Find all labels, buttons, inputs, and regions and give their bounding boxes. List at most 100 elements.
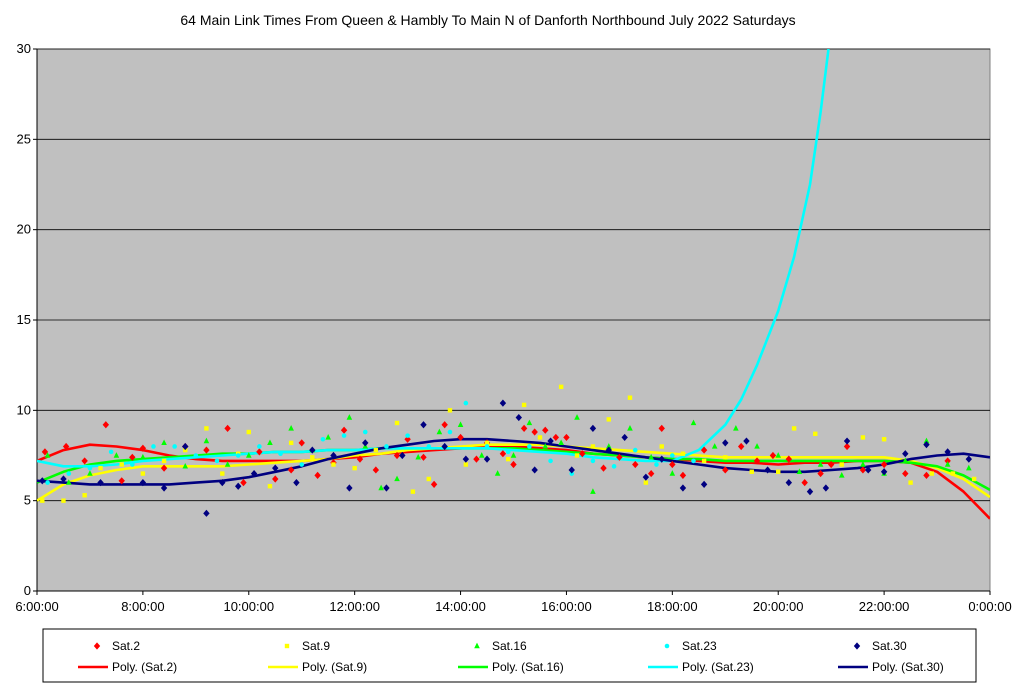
data-point (632, 460, 639, 469)
data-point (966, 464, 972, 471)
data-point (923, 437, 930, 444)
x-tick-label: 8:00:00 (121, 599, 164, 614)
data-point (494, 470, 501, 476)
data-point (621, 433, 628, 442)
data-point (605, 446, 612, 454)
data-point (240, 479, 247, 487)
data-point (436, 428, 443, 435)
data-point (813, 431, 818, 437)
data-point (393, 451, 401, 460)
data-point (827, 460, 835, 469)
data-point (749, 469, 754, 474)
data-point (590, 458, 596, 464)
data-point (378, 484, 384, 491)
data-point (606, 443, 612, 449)
data-point (483, 455, 491, 463)
data-point (219, 479, 226, 487)
data-point (82, 493, 87, 498)
data-point (817, 469, 824, 478)
data-point (97, 479, 104, 487)
data-point (267, 484, 273, 489)
data-point (843, 437, 851, 445)
x-tick-label: 18:00:00 (647, 599, 698, 614)
data-point (383, 484, 390, 492)
data-point (648, 453, 654, 460)
data-point (245, 452, 252, 458)
legend-label: Sat.30 (872, 639, 907, 653)
data-point (426, 444, 432, 449)
data-point (723, 455, 728, 460)
data-point (478, 452, 485, 458)
legend-label: Sat.9 (302, 639, 330, 653)
data-point (531, 466, 538, 474)
data-point (129, 453, 136, 461)
data-point (526, 419, 533, 426)
data-point (505, 449, 511, 455)
data-point (521, 402, 527, 408)
data-point (108, 449, 114, 455)
data-point (410, 489, 416, 494)
data-point (203, 509, 210, 517)
data-point (881, 437, 887, 442)
data-point (160, 484, 168, 492)
data-point (235, 453, 241, 458)
x-tick-label: 14:00:00 (435, 599, 486, 614)
data-point (430, 480, 438, 489)
data-point (722, 466, 729, 474)
data-point (711, 443, 718, 449)
data-point (484, 444, 490, 449)
data-point (590, 488, 596, 494)
trendline (37, 49, 830, 468)
data-point (796, 468, 803, 474)
data-point (140, 453, 146, 460)
x-tick-label: 12:00:00 (329, 599, 380, 614)
data-point (499, 399, 507, 407)
data-point (563, 433, 570, 442)
data-point (182, 462, 189, 469)
legend-marker (284, 643, 290, 649)
data-point (944, 448, 951, 456)
chart-title: 64 Main Link Times From Queen & Hambly T… (180, 12, 795, 28)
data-point (45, 480, 50, 485)
legend-marker (664, 643, 670, 649)
trendline (37, 437, 990, 486)
data-point (139, 479, 147, 487)
data-point (515, 413, 522, 422)
legend-label: Poly. (Sat.23) (682, 660, 754, 674)
data-point (923, 441, 930, 449)
data-point (569, 471, 575, 476)
legend-label: Poly. (Sat.9) (302, 660, 367, 674)
data-point (66, 471, 72, 476)
data-point (61, 498, 66, 503)
data-point (722, 439, 729, 447)
legend-marker (93, 642, 101, 650)
y-tick-label: 30 (17, 41, 31, 56)
data-point (880, 460, 888, 469)
data-point (288, 425, 294, 431)
data-point (902, 469, 909, 478)
data-point (929, 471, 934, 476)
data-point (310, 455, 315, 460)
data-point (41, 448, 49, 456)
data-point (278, 451, 283, 456)
data-point (775, 452, 782, 458)
data-point (654, 462, 659, 467)
data-point (373, 447, 379, 453)
data-point (590, 444, 596, 449)
y-axis: 0 5 10 15 20 25 30 (17, 41, 38, 598)
data-point (325, 434, 331, 440)
x-tick-label: 6:00:00 (15, 599, 58, 614)
data-point (362, 439, 369, 447)
data-point (776, 469, 781, 474)
legend-label: Sat.2 (112, 639, 140, 653)
data-point (839, 462, 844, 467)
x-tick-label: 16:00:00 (541, 599, 592, 614)
data-point (680, 451, 686, 456)
data-point (362, 429, 368, 435)
data-point (701, 458, 707, 464)
data-point (203, 437, 210, 444)
data-point (224, 461, 231, 467)
data-point (256, 448, 263, 456)
data-point (579, 450, 586, 458)
data-point (65, 479, 72, 485)
